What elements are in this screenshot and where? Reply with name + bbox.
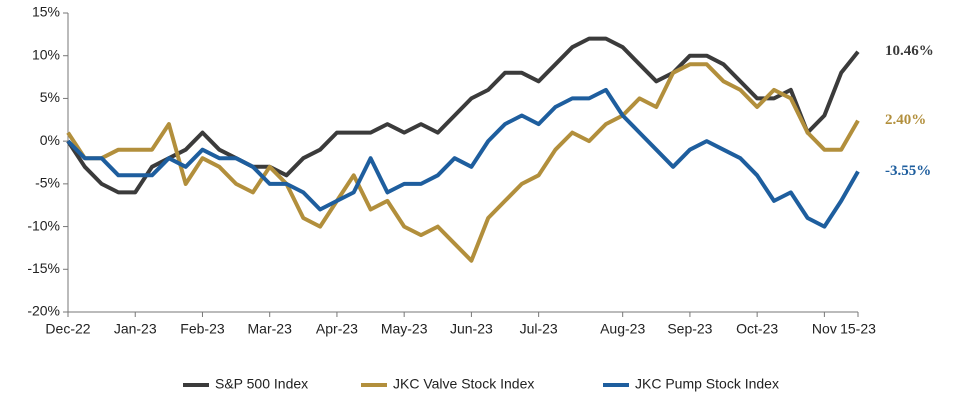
series-line bbox=[66, 87, 860, 229]
legend-label: JKC Valve Stock Index bbox=[393, 376, 534, 392]
series-line bbox=[66, 62, 860, 263]
x-tick-label: Jan-23 bbox=[114, 321, 157, 337]
y-tick-label: 0% bbox=[40, 132, 60, 148]
end-label: 2.40% bbox=[885, 112, 926, 128]
x-tick-label: Mar-23 bbox=[248, 321, 293, 337]
x-tick-label: Apr-23 bbox=[316, 321, 358, 337]
x-tick-label: 15-23 bbox=[840, 321, 876, 337]
y-tick-label: -5% bbox=[35, 175, 60, 191]
x-tick-label: Jun-23 bbox=[450, 321, 493, 337]
y-tick-label: -10% bbox=[27, 217, 60, 233]
y-tick-label: 15% bbox=[32, 4, 60, 20]
x-tick-label: Feb-23 bbox=[180, 321, 225, 337]
y-tick-label: -20% bbox=[27, 303, 60, 319]
end-label: 10.46% bbox=[885, 43, 934, 59]
x-tick-label: Sep-23 bbox=[667, 321, 712, 337]
y-tick-label: 5% bbox=[40, 89, 60, 105]
y-tick-label: -15% bbox=[27, 260, 60, 276]
y-tick-label: 10% bbox=[32, 46, 60, 62]
x-tick-label: Nov bbox=[812, 321, 837, 337]
legend-label: JKC Pump Stock Index bbox=[635, 376, 779, 392]
x-tick-label: Jul-23 bbox=[520, 321, 558, 337]
end-label: -3.55% bbox=[885, 163, 931, 179]
legend-label: S&P 500 Index bbox=[215, 376, 308, 392]
series-line bbox=[66, 36, 860, 195]
x-tick-label: Oct-23 bbox=[736, 321, 778, 337]
x-tick-label: May-23 bbox=[381, 321, 428, 337]
x-tick-label: Aug-23 bbox=[600, 321, 645, 337]
x-tick-label: Dec-22 bbox=[45, 321, 90, 337]
